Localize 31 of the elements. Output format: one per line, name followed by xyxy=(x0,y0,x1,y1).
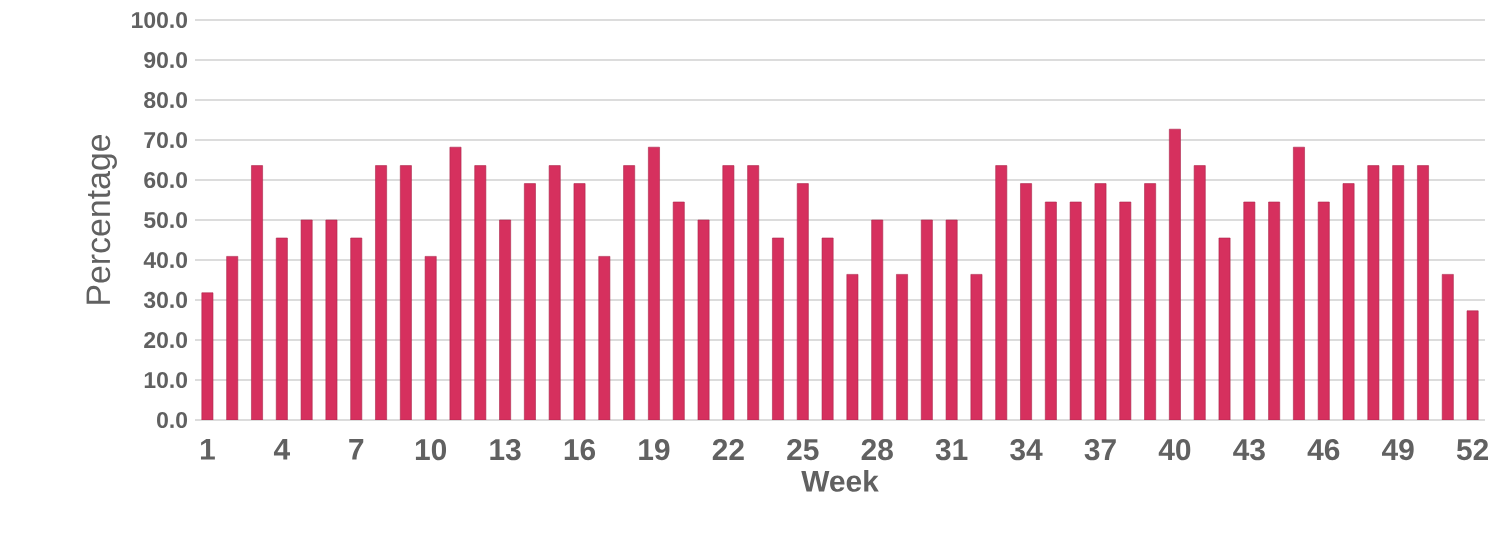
x-tick-label: 7 xyxy=(349,439,364,460)
x-tick-label: 52 xyxy=(1456,439,1489,461)
x-tick-label: 4 xyxy=(273,439,290,460)
x-tick-label: 25 xyxy=(787,439,819,461)
y-tick-label: 50.0 xyxy=(144,211,188,229)
x-tick-label: 31 xyxy=(935,439,968,461)
y-axis-title: Percentage xyxy=(86,134,117,304)
x-tick-label: 40 xyxy=(1158,439,1191,461)
x-tick-label: 28 xyxy=(861,439,893,461)
y-tick-label: 30.0 xyxy=(143,291,188,309)
y-tick-label: 40.0 xyxy=(143,251,188,269)
x-tick-label: 16 xyxy=(564,439,596,461)
y-tick-label: 80.0 xyxy=(144,91,188,109)
y-tick-label: 10.0 xyxy=(144,371,188,389)
x-tick-label: 46 xyxy=(1307,439,1340,461)
x-axis-title: Week xyxy=(801,469,879,492)
y-tick-label: 100.0 xyxy=(132,11,188,29)
x-tick-label: 34 xyxy=(1010,439,1043,461)
x-tick-label: 49 xyxy=(1382,439,1414,461)
x-tick-label: 43 xyxy=(1233,439,1265,461)
x-tick-label: 10 xyxy=(415,439,447,461)
x-tick-label: 37 xyxy=(1084,439,1116,461)
x-tick-label: 13 xyxy=(490,439,521,461)
y-tick-label: 70.0 xyxy=(144,131,188,149)
x-tick-label: 1 xyxy=(200,439,215,460)
y-tick-label: 0.0 xyxy=(157,411,188,429)
y-tick-label: 20.0 xyxy=(144,331,188,349)
x-tick-label: 19 xyxy=(639,439,670,461)
y-tick-label: 60.0 xyxy=(144,171,188,189)
y-tick-label: 90.0 xyxy=(144,51,188,69)
x-tick-label: 22 xyxy=(712,439,744,460)
